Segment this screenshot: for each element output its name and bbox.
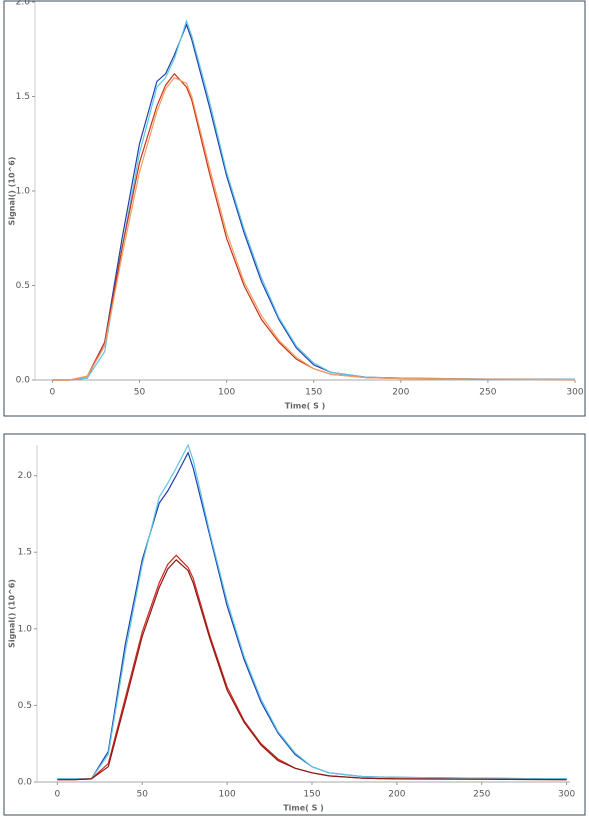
y-tick-label: 0.0: [18, 778, 33, 788]
x-tick-label: 100: [218, 388, 235, 398]
y-tick-label: 1.0: [16, 187, 31, 197]
y-tick-label: 0.0: [16, 376, 31, 386]
y-axis-label: Signal() (10^6): [8, 579, 17, 648]
x-axis-label: Time( S ): [283, 804, 324, 813]
x-tick-label: 150: [305, 388, 322, 398]
x-tick-label: 200: [388, 790, 405, 800]
x-tick-label: 50: [137, 790, 149, 800]
y-tick-label: 0.5: [18, 701, 32, 711]
x-axis-label: Time( S ): [285, 402, 326, 411]
y-tick-label: 1.5: [18, 548, 32, 558]
signal-line: [57, 559, 567, 781]
x-tick-label: 100: [219, 790, 236, 800]
y-tick-label: 2.0: [16, 0, 31, 8]
y-axis-label: Signal() (10^6): [8, 157, 17, 226]
x-tick-label: 250: [479, 388, 496, 398]
panel-frame: [3, 433, 586, 816]
x-tick-label: 200: [392, 388, 409, 398]
x-tick-label: 300: [566, 388, 583, 398]
signal-line: [52, 76, 576, 381]
signal-line: [57, 443, 567, 780]
x-tick-label: 300: [558, 790, 575, 800]
panel-frame: [3, 0, 586, 417]
x-tick-label: 150: [303, 790, 320, 800]
y-tick-label: 1.0: [18, 624, 33, 634]
y-tick-label: 0.5: [16, 281, 30, 291]
x-tick-label: 250: [473, 790, 490, 800]
x-tick-label: 50: [134, 388, 146, 398]
y-tick-label: 2.0: [18, 471, 33, 481]
y-tick-label: 1.5: [16, 92, 30, 102]
x-tick-label: 0: [55, 790, 61, 800]
x-tick-label: 0: [50, 388, 56, 398]
